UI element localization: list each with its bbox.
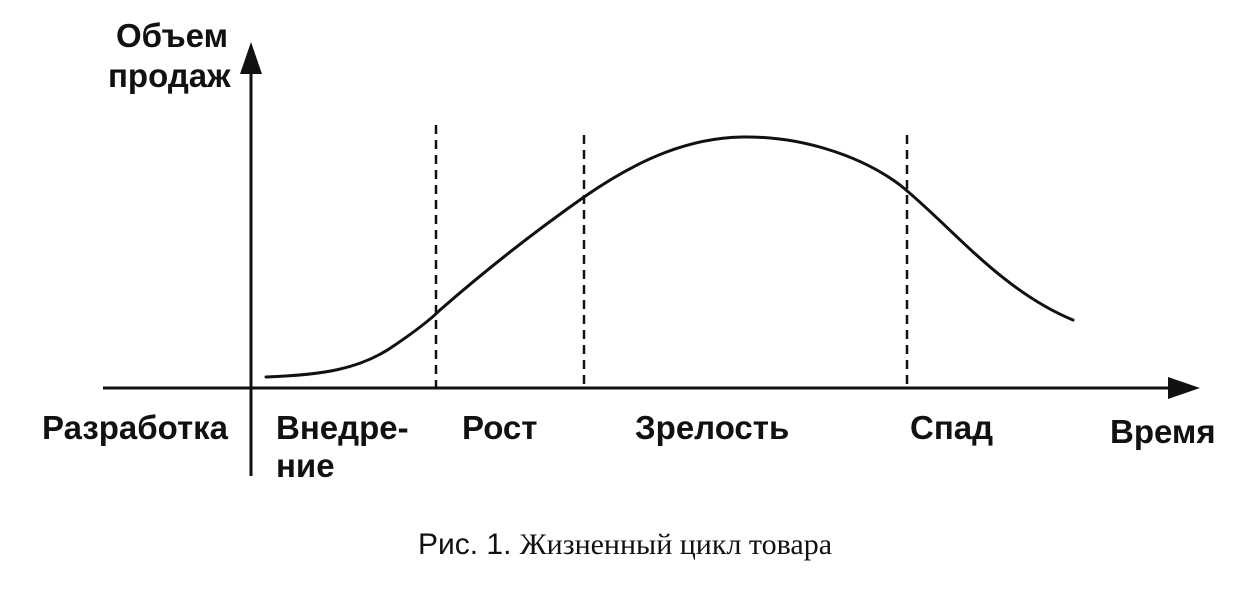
stage-label-introduction-line1: Внедре- — [276, 409, 409, 446]
y-axis-arrowhead — [240, 42, 262, 74]
figure-caption-text: Жизненный цикл товара — [519, 528, 833, 561]
sales-curve — [264, 135, 1075, 379]
stage-label-development: Разработка — [42, 409, 228, 446]
stage-label-introduction-line2: ние — [276, 447, 335, 484]
stage-label-growth: Рост — [462, 409, 538, 446]
stage-label-maturity: Зрелость — [635, 409, 790, 446]
stage-label-decline: Спад — [910, 409, 994, 446]
x-axis-arrowhead — [1168, 377, 1200, 399]
x-axis-label: Время — [1110, 413, 1216, 450]
y-axis-label-line2: продаж — [108, 57, 231, 94]
figure-caption: Рис. 1. Жизненный цикл товара — [0, 528, 1250, 562]
y-axis-label-line1: Объем — [116, 17, 229, 54]
figure-caption-number: Рис. 1. — [417, 528, 512, 561]
